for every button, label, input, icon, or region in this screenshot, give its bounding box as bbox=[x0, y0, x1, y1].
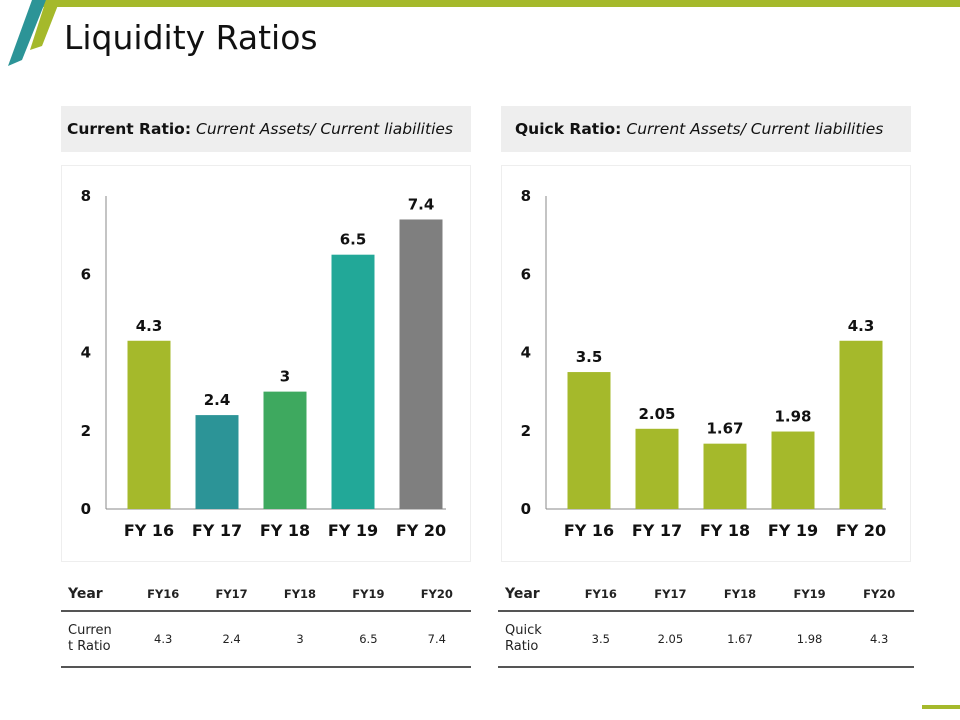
table-cell: 6.5 bbox=[334, 611, 403, 668]
table-header-cell: FY16 bbox=[566, 577, 636, 612]
bottom-right-accent bbox=[922, 705, 960, 709]
x-tick-label: FY 17 bbox=[192, 521, 242, 540]
page-title: Liquidity Ratios bbox=[64, 18, 318, 57]
data-label: 3.5 bbox=[576, 348, 603, 366]
data-label: 1.98 bbox=[774, 408, 811, 426]
current-ratio-table: Year FY16 FY17 FY18 FY19 FY20 Curren t Ra… bbox=[61, 577, 471, 668]
data-label: 4.3 bbox=[136, 317, 163, 335]
table-cell: 4.3 bbox=[129, 611, 198, 668]
top-accent-bar bbox=[40, 0, 960, 7]
table-row-label: Quick Ratio bbox=[498, 611, 566, 668]
row-label-line: Curren bbox=[68, 623, 112, 638]
table-header-row: Year FY16 FY17 FY18 FY19 FY20 bbox=[61, 577, 471, 612]
data-label: 2.05 bbox=[638, 405, 675, 423]
quick-ratio-header-bold: Quick Ratio: bbox=[515, 120, 622, 138]
table-cell: 2.4 bbox=[197, 611, 266, 668]
data-label: 2.4 bbox=[204, 391, 231, 409]
table-header-row: Year FY16 FY17 FY18 FY19 FY20 bbox=[498, 577, 914, 612]
y-tick-label: 6 bbox=[81, 265, 91, 283]
x-tick-label: FY 17 bbox=[632, 521, 682, 540]
table-header-cell: FY18 bbox=[705, 577, 775, 612]
y-tick-label: 8 bbox=[521, 187, 531, 205]
table-header-cell: FY19 bbox=[334, 577, 403, 612]
x-tick-label: FY 16 bbox=[564, 521, 614, 540]
table-cell: 3 bbox=[265, 611, 335, 668]
y-tick-label: 0 bbox=[81, 500, 91, 518]
y-tick-label: 6 bbox=[521, 265, 531, 283]
bar bbox=[263, 391, 307, 509]
table-header-cell: FY16 bbox=[129, 577, 198, 612]
y-tick-label: 4 bbox=[81, 344, 91, 362]
y-tick-label: 8 bbox=[81, 187, 91, 205]
quick-ratio-header: Quick Ratio: Current Assets/ Current lia… bbox=[501, 106, 911, 152]
bar bbox=[703, 443, 747, 509]
bar bbox=[635, 428, 679, 509]
x-tick-label: FY 20 bbox=[396, 521, 446, 540]
table-header-year: Year bbox=[61, 577, 129, 612]
current-ratio-header-formula: Current Assets/ Current liabilities bbox=[196, 120, 453, 138]
data-label: 7.4 bbox=[408, 195, 435, 213]
table-cell: 2.05 bbox=[635, 611, 706, 668]
current-ratio-chart-svg: 0 2 4 6 8 4.3 FY 16 2.4 FY 17 3 FY 18 6.5 FY 19 7.4 FY… bbox=[81, 187, 447, 540]
table-header-cell: FY20 bbox=[844, 577, 914, 612]
bar bbox=[195, 415, 239, 509]
table-row: Quick Ratio 3.5 2.05 1.67 1.98 4.3 bbox=[498, 611, 914, 668]
table-cell: 7.4 bbox=[402, 611, 471, 668]
x-tick-label: FY 19 bbox=[328, 521, 378, 540]
bar bbox=[771, 431, 815, 509]
corner-stripes-decoration bbox=[8, 0, 60, 66]
x-tick-label: FY 19 bbox=[768, 521, 818, 540]
data-label: 4.3 bbox=[848, 317, 875, 335]
row-label-line: t Ratio bbox=[68, 639, 111, 654]
table-cell: 3.5 bbox=[566, 611, 636, 668]
bar bbox=[839, 340, 883, 509]
table-header-cell: FY17 bbox=[635, 577, 706, 612]
table-header-cell: FY18 bbox=[265, 577, 335, 612]
table-cell: 1.98 bbox=[774, 611, 845, 668]
y-tick-label: 2 bbox=[81, 422, 91, 440]
table-row-label: Curren t Ratio bbox=[61, 611, 129, 668]
data-label: 1.67 bbox=[706, 420, 743, 438]
bar bbox=[127, 340, 171, 509]
bar bbox=[399, 219, 443, 509]
table-header-year: Year bbox=[498, 577, 566, 612]
data-label: 3 bbox=[280, 368, 290, 386]
table-cell: 1.67 bbox=[705, 611, 775, 668]
x-tick-label: FY 16 bbox=[124, 521, 174, 540]
quick-ratio-chart-svg: 0 2 4 6 8 3.5 FY 16 2.05 FY 17 1.67 FY 18 1.98 FY 19… bbox=[521, 187, 887, 540]
x-tick-label: FY 18 bbox=[260, 521, 310, 540]
current-ratio-header: Current Ratio: Current Assets/ Current l… bbox=[61, 106, 471, 152]
quick-ratio-header-formula: Current Assets/ Current liabilities bbox=[626, 120, 884, 138]
bar bbox=[567, 372, 611, 509]
y-tick-label: 4 bbox=[521, 344, 531, 362]
current-ratio-chart: 0 2 4 6 8 4.3 FY 16 2.4 FY 17 3 FY 18 6.5 FY 19 7.4 FY… bbox=[61, 165, 471, 562]
row-label-line: Ratio bbox=[505, 639, 539, 654]
table-header-cell: FY19 bbox=[774, 577, 845, 612]
table-header-cell: FY17 bbox=[197, 577, 266, 612]
bar bbox=[331, 254, 375, 509]
data-label: 6.5 bbox=[340, 231, 367, 249]
x-tick-label: FY 20 bbox=[836, 521, 886, 540]
quick-ratio-chart: 0 2 4 6 8 3.5 FY 16 2.05 FY 17 1.67 FY 18 1.98 FY 19… bbox=[501, 165, 911, 562]
row-label-line: Quick bbox=[505, 623, 542, 638]
x-tick-label: FY 18 bbox=[700, 521, 750, 540]
quick-ratio-table: Year FY16 FY17 FY18 FY19 FY20 Quick Ratio… bbox=[498, 577, 914, 668]
y-tick-label: 0 bbox=[521, 500, 531, 518]
current-ratio-header-bold: Current Ratio: bbox=[67, 120, 192, 138]
table-row: Curren t Ratio 4.3 2.4 3 6.5 7.4 bbox=[61, 611, 471, 668]
table-header-cell: FY20 bbox=[402, 577, 471, 612]
table-cell: 4.3 bbox=[844, 611, 914, 668]
y-tick-label: 2 bbox=[521, 422, 531, 440]
